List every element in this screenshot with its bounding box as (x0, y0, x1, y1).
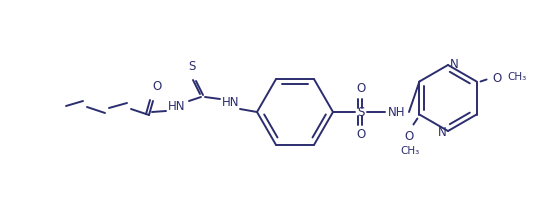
Text: O: O (356, 128, 366, 142)
Text: O: O (356, 83, 366, 95)
Text: N: N (450, 58, 458, 70)
Text: HN: HN (168, 101, 186, 114)
Text: O: O (492, 72, 501, 85)
Text: N: N (438, 126, 446, 140)
Text: S: S (358, 105, 365, 118)
Text: O: O (405, 130, 414, 143)
Text: NH: NH (388, 105, 405, 118)
Text: S: S (189, 60, 196, 72)
Text: CH₃: CH₃ (507, 72, 526, 83)
Text: HN: HN (222, 97, 240, 109)
Text: O: O (153, 80, 162, 93)
Text: CH₃: CH₃ (401, 145, 420, 155)
